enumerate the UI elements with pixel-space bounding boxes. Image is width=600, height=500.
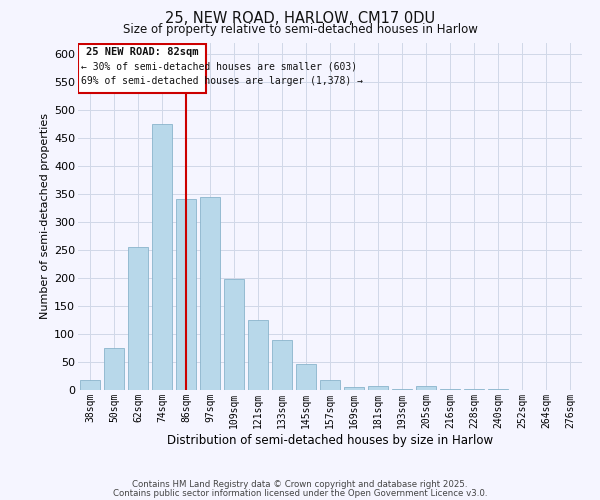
- Bar: [200, 196, 220, 390]
- Bar: [176, 200, 196, 390]
- Bar: [80, 380, 100, 390]
- X-axis label: Distribution of semi-detached houses by size in Harlow: Distribution of semi-detached houses by …: [167, 434, 493, 446]
- Bar: [440, 389, 460, 390]
- Text: 69% of semi-detached houses are larger (1,378) →: 69% of semi-detached houses are larger (…: [82, 76, 364, 86]
- Bar: [272, 340, 292, 390]
- Bar: [296, 364, 316, 390]
- Text: Size of property relative to semi-detached houses in Harlow: Size of property relative to semi-detach…: [122, 22, 478, 36]
- Text: 25 NEW ROAD: 82sqm: 25 NEW ROAD: 82sqm: [86, 47, 199, 57]
- Bar: [416, 386, 436, 390]
- Bar: [464, 389, 484, 390]
- Y-axis label: Number of semi-detached properties: Number of semi-detached properties: [40, 114, 50, 320]
- Text: 25, NEW ROAD, HARLOW, CM17 0DU: 25, NEW ROAD, HARLOW, CM17 0DU: [165, 11, 435, 26]
- Bar: [79, 44, 206, 93]
- Bar: [248, 320, 268, 390]
- Bar: [344, 387, 364, 390]
- Bar: [152, 124, 172, 390]
- Bar: [224, 279, 244, 390]
- Bar: [392, 389, 412, 390]
- Bar: [128, 247, 148, 390]
- Text: Contains public sector information licensed under the Open Government Licence v3: Contains public sector information licen…: [113, 488, 487, 498]
- Bar: [320, 380, 340, 390]
- Text: Contains HM Land Registry data © Crown copyright and database right 2025.: Contains HM Land Registry data © Crown c…: [132, 480, 468, 489]
- Bar: [104, 348, 124, 390]
- Bar: [368, 386, 388, 390]
- Text: ← 30% of semi-detached houses are smaller (603): ← 30% of semi-detached houses are smalle…: [82, 61, 358, 71]
